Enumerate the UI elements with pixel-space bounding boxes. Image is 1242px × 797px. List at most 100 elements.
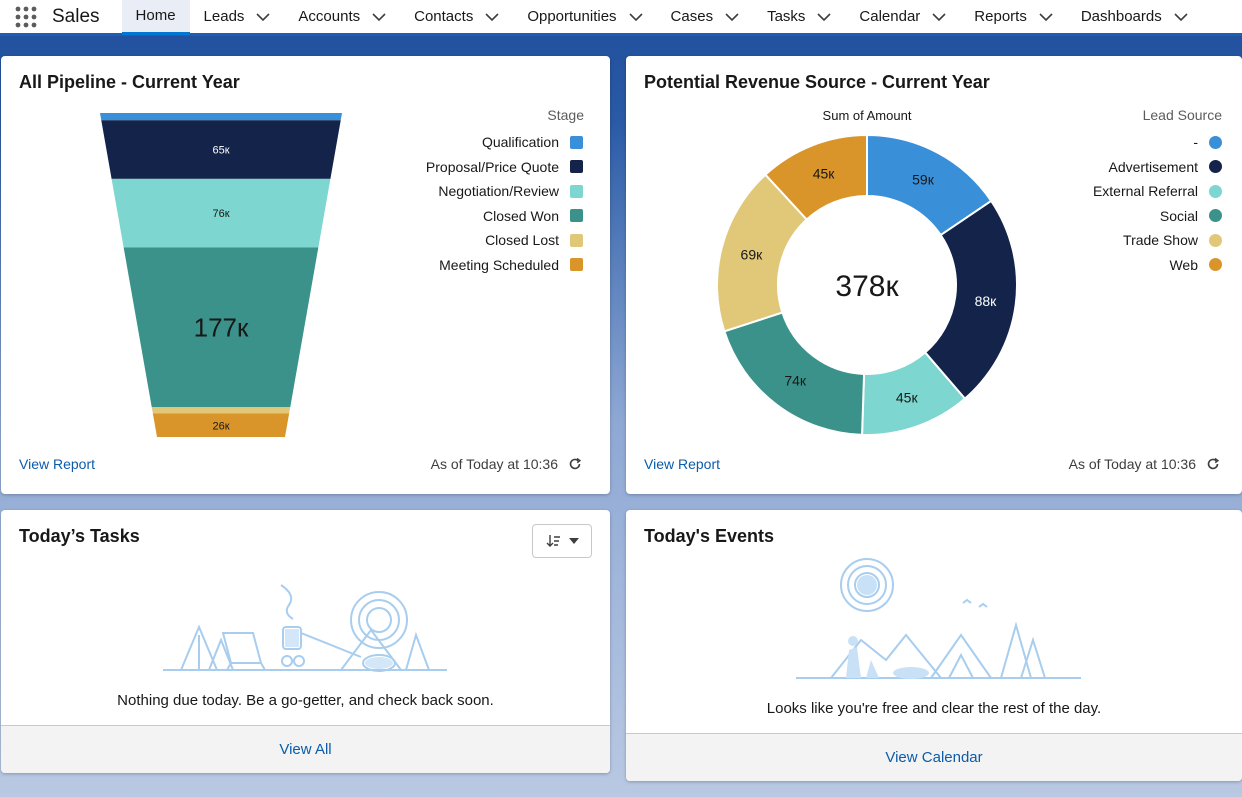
- legend-item[interactable]: External Referral: [1093, 183, 1222, 199]
- chevron-down-icon[interactable]: [1039, 12, 1053, 21]
- legend-item[interactable]: Qualification: [482, 134, 583, 150]
- funnel-segment-closed-won[interactable]: [123, 247, 319, 408]
- legend-item[interactable]: Advertisement: [1109, 159, 1222, 175]
- donut-subtitle: Sum of Amount: [823, 108, 912, 123]
- legend-swatch: [1209, 184, 1222, 198]
- funnel-segment-qualification[interactable]: [100, 113, 342, 121]
- chevron-down-icon[interactable]: [628, 12, 643, 21]
- donut-data-label: 45к: [896, 390, 919, 406]
- app-launcher-icon: [15, 6, 37, 27]
- nav-item-label: Leads: [203, 8, 245, 25]
- chevron-down-icon[interactable]: [485, 12, 499, 21]
- legend-item[interactable]: Meeting Scheduled: [439, 257, 583, 273]
- nav-item-label: Opportunities: [527, 8, 617, 25]
- tasks-filter-button[interactable]: [532, 524, 592, 558]
- donut-slice-web[interactable]: [763, 133, 868, 221]
- chevron-down-icon[interactable]: [817, 12, 831, 21]
- legend-item[interactable]: Web: [1169, 257, 1222, 273]
- legend-label: Closed Won: [482, 207, 559, 224]
- revenue-as-of-text: As of Today at 10:36: [1068, 456, 1196, 472]
- donut-slice-advertisement[interactable]: [923, 199, 1018, 401]
- legend-item[interactable]: Social: [1160, 208, 1222, 224]
- legend-swatch: [1209, 258, 1222, 271]
- nav-item-home[interactable]: Home: [121, 0, 190, 35]
- chevron-down-icon[interactable]: [256, 12, 270, 21]
- funnel-data-label: 177к: [194, 312, 249, 342]
- nav-item-label: Tasks: [767, 8, 806, 25]
- revenue-card: Potential Revenue Source - Current Year …: [626, 56, 1242, 494]
- nav-item-cases[interactable]: Cases: [657, 0, 754, 35]
- revenue-title: Potential Revenue Source - Current Year: [644, 72, 990, 92]
- legend-label: Proposal/Price Quote: [425, 158, 559, 175]
- nav-bar: Home Leads Accounts Contacts Opportunities Ca…: [121, 0, 1202, 35]
- funnel-segment-proposal-price-quote[interactable]: [101, 120, 341, 179]
- nav-item-tasks[interactable]: Tasks: [753, 0, 845, 35]
- nav-item-label: Cases: [670, 8, 714, 25]
- donut-data-label: 88к: [975, 293, 998, 309]
- events-footer: View Calendar: [626, 733, 1242, 781]
- nav-item-label: Accounts: [298, 8, 361, 25]
- global-nav: Sales Home Leads Accounts Contacts Opportuni…: [0, 0, 1242, 36]
- pipeline-as-of-text: As of Today at 10:36: [430, 456, 558, 472]
- nav-item-label: Calendar: [859, 8, 921, 25]
- legend-item[interactable]: Negotiation/Review: [438, 183, 583, 199]
- pipeline-funnel-chart: 65к 76к 177к 26к: [100, 113, 342, 437]
- nav-item-contacts[interactable]: Contacts: [400, 0, 513, 35]
- legend-label: Web: [1169, 256, 1198, 273]
- funnel-segment-negotiation-review[interactable]: [111, 178, 331, 248]
- pipeline-view-report-link[interactable]: View Report: [19, 456, 96, 472]
- refresh-icon[interactable]: [1206, 457, 1220, 471]
- legend-label: Closed Lost: [485, 232, 559, 248]
- legend-label: Advertisement: [1108, 158, 1198, 175]
- funnel-segment-closed-lost[interactable]: [151, 407, 291, 414]
- caret-down-icon: [569, 537, 579, 544]
- legend-item[interactable]: -: [1193, 134, 1222, 150]
- chevron-down-icon[interactable]: [372, 12, 386, 21]
- funnel-data-label: 65к: [212, 145, 229, 157]
- donut-data-label: 59к: [912, 171, 935, 187]
- legend-label: Trade Show: [1123, 232, 1198, 248]
- pipeline-legend-title: Stage: [547, 107, 584, 123]
- events-title: Today's Events: [644, 526, 774, 546]
- legend-swatch: [1209, 209, 1222, 222]
- nav-item-dashboards[interactable]: Dashboards: [1067, 0, 1202, 35]
- nav-item-leads[interactable]: Leads: [190, 0, 285, 35]
- legend-item[interactable]: Proposal/Price Quote: [426, 159, 583, 175]
- events-view-calendar-link[interactable]: View Calendar: [885, 749, 983, 766]
- app-launcher-button[interactable]: [0, 0, 52, 35]
- legend-label: Qualification: [481, 134, 559, 150]
- legend-label: Social: [1159, 207, 1198, 224]
- legend-swatch: [1209, 233, 1222, 247]
- nav-item-label: Contacts: [414, 8, 474, 25]
- pipeline-title: All Pipeline - Current Year: [19, 72, 240, 92]
- legend-item[interactable]: Closed Won: [483, 208, 583, 224]
- chevron-down-icon[interactable]: [1174, 12, 1188, 21]
- tasks-title: Today’s Tasks: [19, 526, 140, 546]
- nav-item-accounts[interactable]: Accounts: [284, 0, 400, 35]
- legend-item[interactable]: Closed Lost: [485, 232, 583, 248]
- refresh-icon[interactable]: [568, 457, 582, 471]
- legend-label: Negotiation/Review: [438, 183, 559, 199]
- funnel-data-label: 26к: [212, 420, 229, 432]
- nav-item-reports[interactable]: Reports: [960, 0, 1067, 35]
- chevron-down-icon[interactable]: [932, 12, 946, 21]
- tent-illustration: [796, 558, 1081, 679]
- nav-item-label: Reports: [974, 8, 1027, 25]
- revenue-view-report-link[interactable]: View Report: [644, 456, 721, 472]
- funnel-segment-meeting-scheduled[interactable]: [152, 413, 290, 437]
- legend-swatch: [1209, 135, 1222, 149]
- legend-swatch: [570, 258, 583, 271]
- chevron-down-icon[interactable]: [725, 12, 739, 21]
- legend-item[interactable]: Trade Show: [1123, 232, 1222, 248]
- pipeline-card: All Pipeline - Current Year 65к 76к 177к 26…: [1, 56, 610, 494]
- nav-item-calendar[interactable]: Calendar: [845, 0, 960, 35]
- events-card: Today's Events Looks like you're free an…: [626, 510, 1242, 781]
- tasks-view-all-link[interactable]: View All: [279, 741, 332, 758]
- revenue-as-of: As of Today at 10:36: [1069, 456, 1220, 472]
- sort-icon: [546, 535, 560, 547]
- tasks-card: Today’s Tasks: [1, 510, 610, 773]
- camping-illustration: [163, 584, 447, 672]
- legend-label: -: [1193, 134, 1198, 150]
- nav-item-opportunities[interactable]: Opportunities: [513, 0, 656, 35]
- donut-total: 378к: [835, 270, 899, 303]
